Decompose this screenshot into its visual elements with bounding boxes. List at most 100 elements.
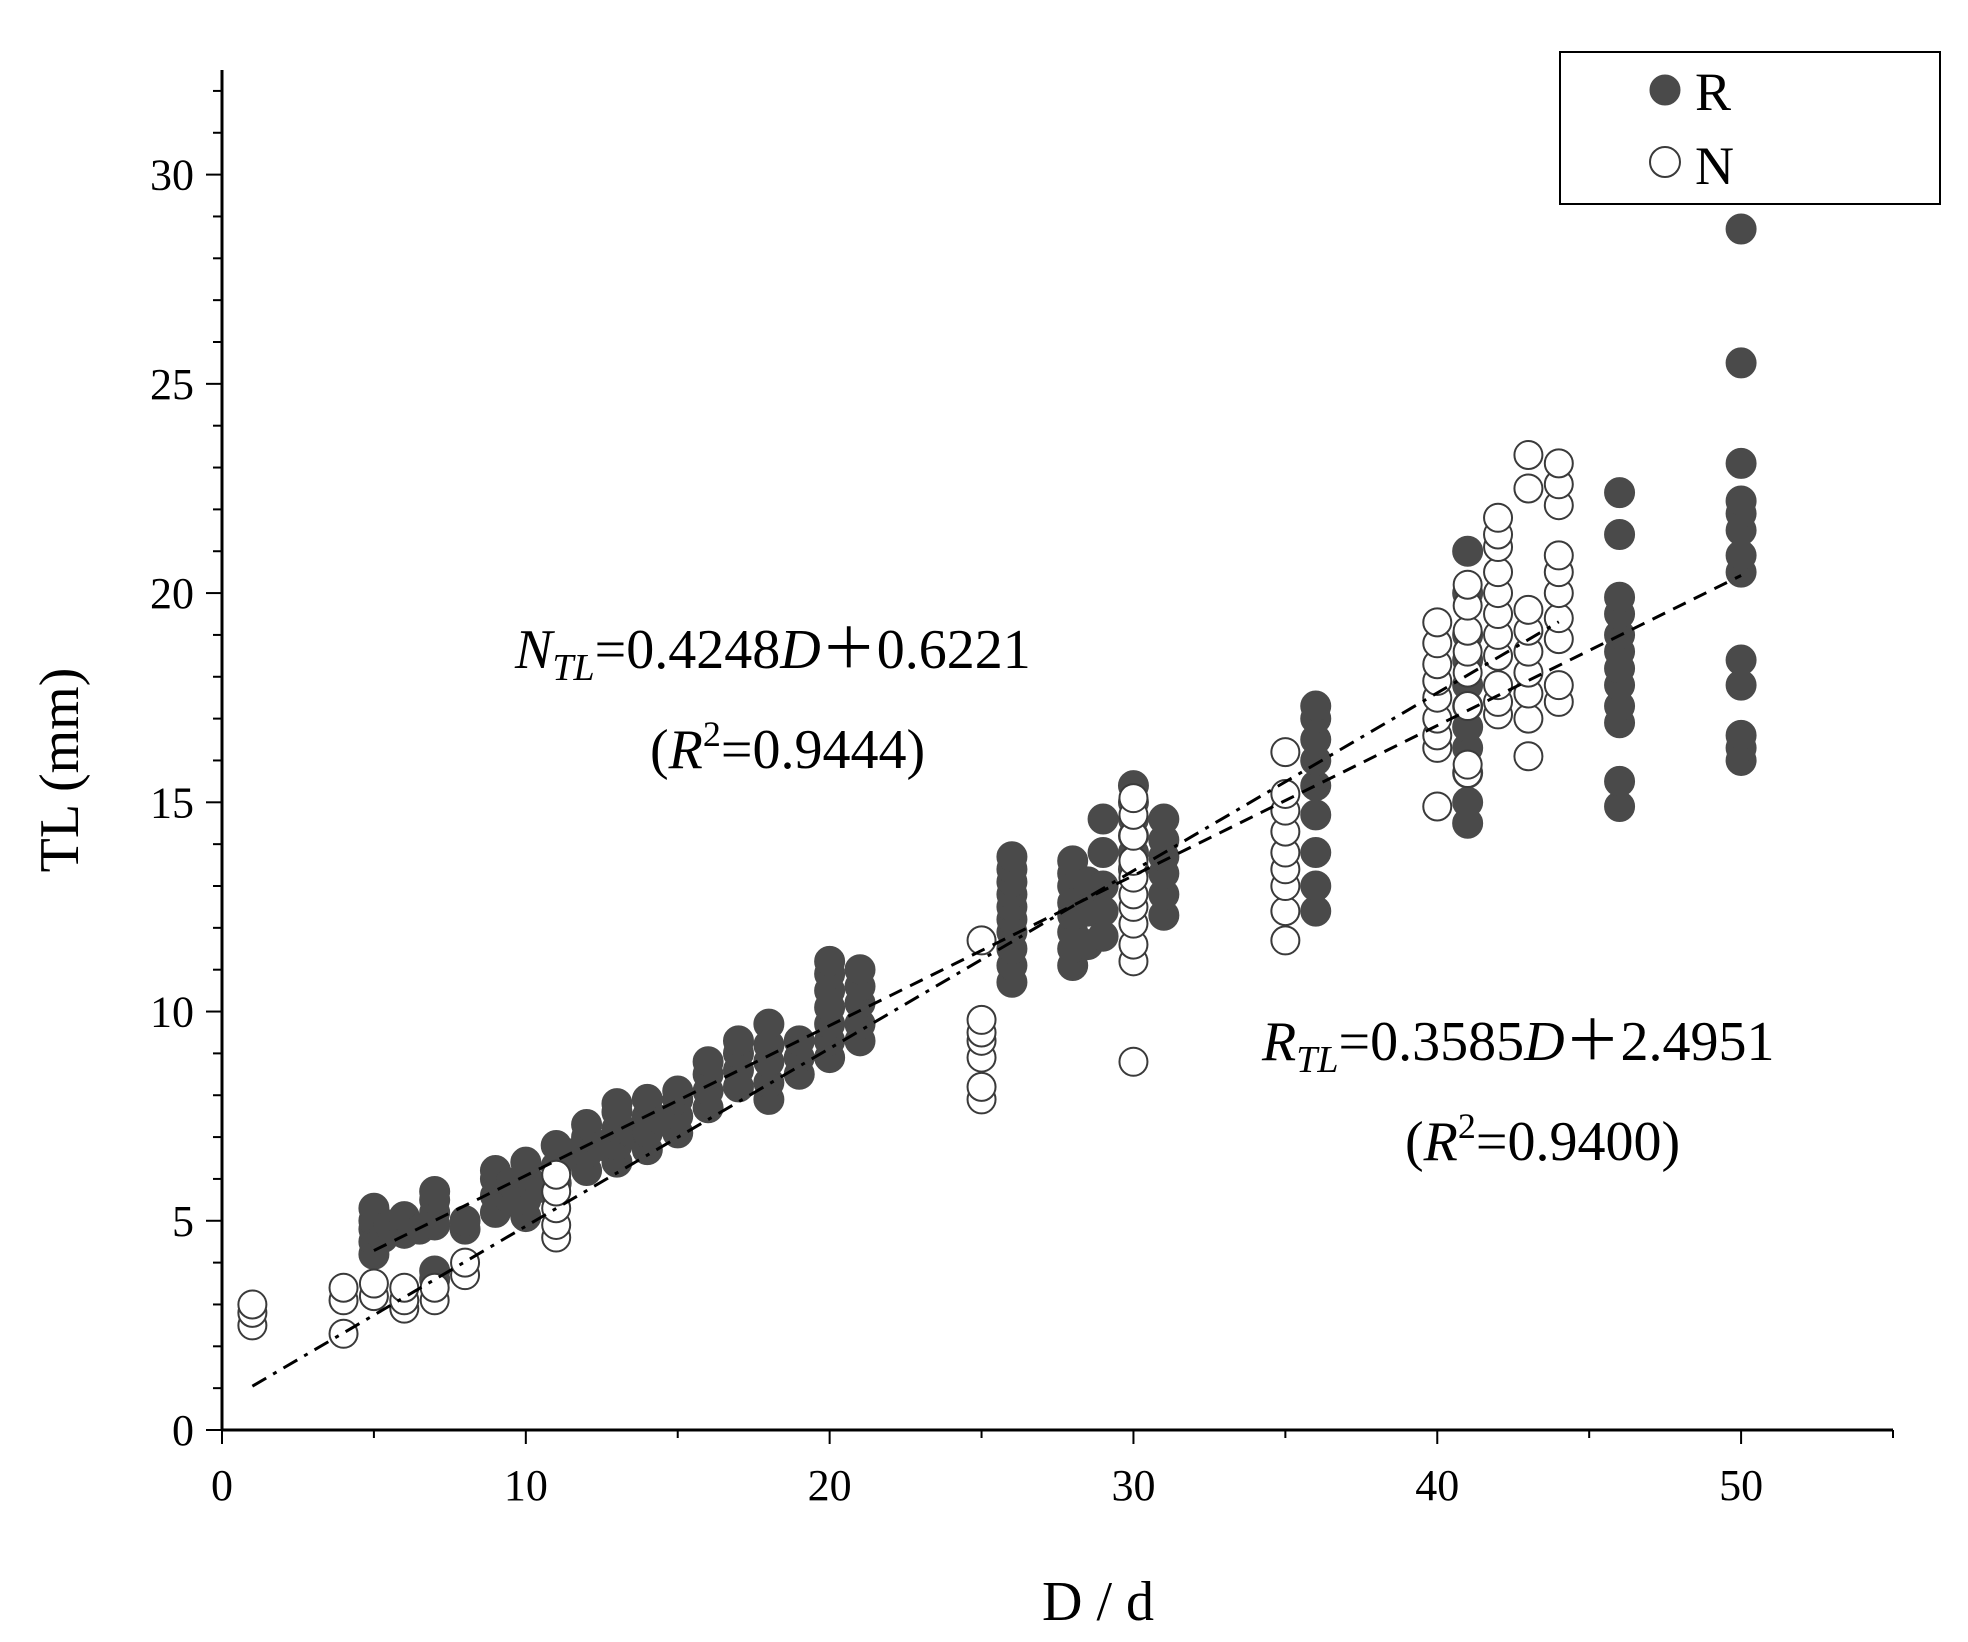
point-N [966, 925, 997, 956]
x-tick-label: 40 [1415, 1461, 1459, 1510]
point-N [328, 1272, 359, 1303]
point-R [753, 1008, 785, 1040]
point-N [419, 1272, 450, 1303]
point-R [1725, 213, 1757, 245]
x-axis-title: D / d [1042, 1571, 1154, 1633]
x-tick-label: 50 [1719, 1461, 1763, 1510]
x-ticks: 0 10 20 30 40 50 [211, 1430, 1894, 1510]
point-R [996, 841, 1028, 873]
y-tick-label: 5 [172, 1197, 194, 1246]
point-N [966, 1071, 997, 1102]
n-r2-open: ( [650, 719, 669, 781]
y-tick-label: 25 [150, 360, 194, 409]
point-R [1087, 870, 1119, 902]
point-N [1543, 670, 1574, 701]
point-N [1270, 737, 1301, 768]
point-N [1452, 691, 1483, 722]
y-tick-label: 20 [150, 569, 194, 618]
point-N [389, 1272, 420, 1303]
point-N [1513, 473, 1544, 504]
point-R [1604, 765, 1636, 797]
point-N [541, 1159, 572, 1190]
fit-line-R [373, 574, 1742, 1252]
point-R [601, 1088, 633, 1120]
n-fit-r2: (R2=0.9444) [650, 714, 925, 781]
point-N [1452, 749, 1483, 780]
series-N-points [237, 439, 1574, 1349]
y-tick-label: 30 [150, 151, 194, 200]
x-tick-label: 20 [808, 1461, 852, 1510]
point-N [1118, 783, 1149, 814]
y-tick-label: 0 [172, 1406, 194, 1455]
axes: 0 10 20 30 40 50 0 5 10 15 20 25 30 [150, 70, 1894, 1510]
point-N [1513, 594, 1544, 625]
n-fit-equation: NTL=0.4248D＋0.6221 [514, 619, 1031, 689]
point-N [1270, 925, 1301, 956]
point-R [1604, 477, 1636, 509]
n-eq-sub: TL [552, 647, 594, 689]
legend-marker-N [1649, 146, 1681, 178]
point-N [1483, 557, 1514, 588]
r-eq-var: D [1523, 1011, 1564, 1073]
point-R [722, 1025, 754, 1057]
point-N [1483, 502, 1514, 533]
legend-label-R: R [1695, 62, 1731, 122]
legend: R N [1559, 51, 1941, 205]
point-N [1483, 670, 1514, 701]
point-N [1513, 703, 1544, 734]
y-axis-title: TL (mm) [29, 668, 91, 873]
point-R [662, 1075, 694, 1107]
point-N [1422, 607, 1453, 638]
x-tick-label: 30 [1111, 1461, 1155, 1510]
point-R [1452, 786, 1484, 818]
r-eq-rhs-a: =0.3585 [1339, 1011, 1525, 1073]
fit-line-N [251, 620, 1560, 1388]
point-R [419, 1175, 451, 1207]
point-N [1543, 540, 1574, 571]
point-R [1725, 485, 1757, 517]
n-eq-letter: N [514, 619, 555, 681]
point-R [844, 954, 876, 986]
x-tick-label: 10 [504, 1461, 548, 1510]
r-r2-letter: R [1423, 1111, 1458, 1173]
n-r2-rest: =0.9444) [721, 719, 925, 781]
legend-marker-R [1649, 74, 1681, 106]
point-R [692, 1046, 724, 1078]
point-R [1604, 518, 1636, 550]
point-N [1513, 439, 1544, 470]
y-tick-label: 10 [150, 988, 194, 1037]
point-R [1300, 837, 1332, 869]
point-N [237, 1289, 268, 1320]
point-N [358, 1268, 389, 1299]
point-R [1725, 719, 1757, 751]
r-fit-r2: (R2=0.9400) [1405, 1106, 1680, 1173]
r-eq-sub: TL [1296, 1039, 1338, 1081]
r-r2-rest: =0.9400) [1476, 1111, 1680, 1173]
x-tick-label: 0 [211, 1461, 233, 1510]
n-r2-letter: R [668, 719, 703, 781]
y-tick-label: 15 [150, 778, 194, 827]
point-N [328, 1318, 359, 1349]
point-N [966, 1004, 997, 1035]
legend-label-N: N [1695, 136, 1734, 196]
r-fit-equation: RTL=0.3585D＋2.4951 [1261, 1011, 1775, 1081]
point-R [1604, 581, 1636, 613]
point-N [1422, 791, 1453, 822]
fit-lines [251, 574, 1742, 1388]
point-N [1118, 1046, 1149, 1077]
point-N [450, 1247, 481, 1278]
series-R-points [358, 213, 1757, 1295]
point-N [1270, 778, 1301, 809]
point-R [1087, 837, 1119, 869]
point-R [1725, 644, 1757, 676]
n-eq-var: D [779, 619, 820, 681]
point-R [1452, 535, 1484, 567]
n-r2-sup: 2 [703, 714, 721, 754]
point-N [1452, 615, 1483, 646]
point-N [1452, 569, 1483, 600]
n-eq-rhs-a: =0.4248 [595, 619, 781, 681]
point-R [1300, 799, 1332, 831]
point-R [814, 945, 846, 977]
n-eq-rhs-b: ＋0.6221 [821, 619, 1031, 681]
